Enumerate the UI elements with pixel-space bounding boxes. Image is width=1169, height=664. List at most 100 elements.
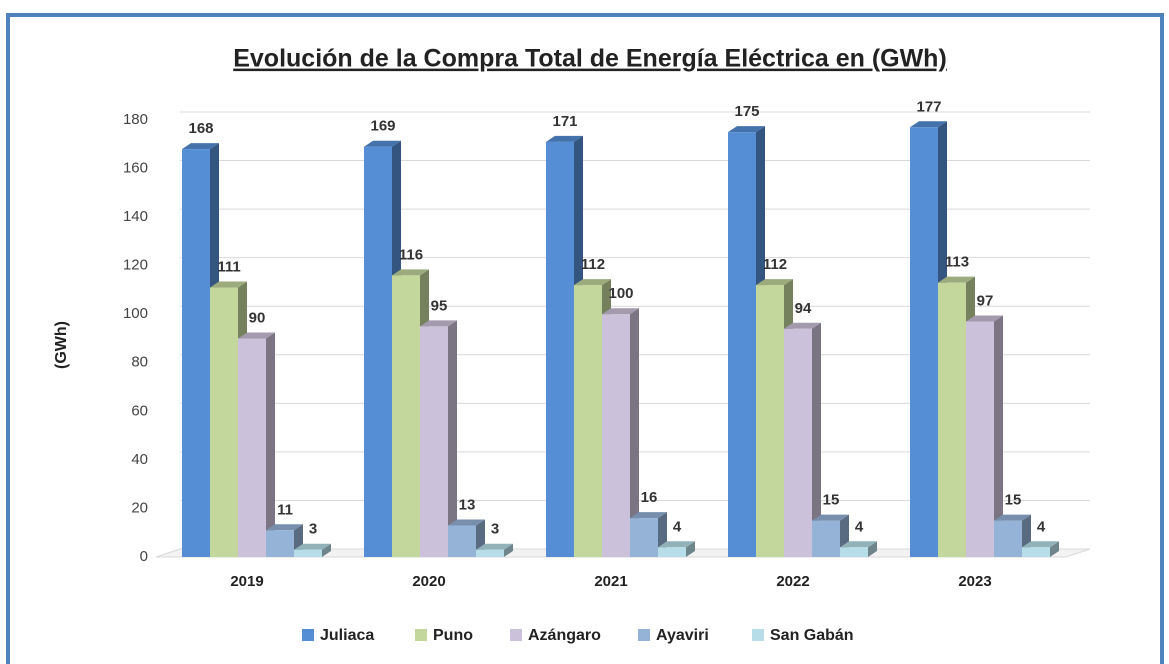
data-label: 97	[977, 292, 994, 309]
data-label: 90	[249, 309, 266, 326]
bar	[630, 518, 658, 557]
bar-top	[630, 512, 667, 519]
x-tick-label: 2019	[230, 573, 263, 590]
data-label: 94	[795, 300, 812, 317]
x-tick-label: 2020	[412, 573, 445, 590]
y-tick-label: 80	[131, 354, 148, 371]
data-label: 175	[734, 103, 759, 120]
bar-side	[448, 320, 457, 557]
bar	[294, 549, 322, 557]
bar	[238, 338, 266, 557]
data-label: 15	[1005, 492, 1022, 509]
data-label: 111	[217, 258, 240, 275]
legend-swatch	[415, 629, 427, 641]
bar	[420, 326, 448, 557]
bar-top	[420, 320, 457, 327]
bar-top	[210, 281, 247, 288]
bar-top	[392, 269, 429, 276]
bar	[966, 321, 994, 557]
x-tick-label: 2023	[958, 573, 991, 590]
data-label: 16	[641, 489, 658, 506]
bar	[546, 141, 574, 557]
bar-side	[630, 308, 639, 557]
legend-swatch	[510, 629, 522, 641]
data-label: 177	[916, 98, 941, 115]
bar	[658, 547, 686, 557]
data-label: 112	[581, 256, 605, 273]
legend-swatch	[302, 629, 314, 641]
y-tick-label: 140	[123, 208, 148, 225]
x-tick-label: 2021	[594, 573, 627, 590]
y-tick-label: 40	[131, 451, 148, 468]
bar-side	[812, 322, 821, 557]
bar-top	[294, 543, 331, 550]
y-tick-label: 100	[123, 305, 148, 322]
bar-top	[938, 276, 975, 283]
data-label: 171	[552, 113, 577, 130]
data-label: 112	[763, 256, 787, 273]
bar	[602, 314, 630, 557]
bar-top	[966, 315, 1003, 322]
data-label: 4	[1037, 518, 1046, 535]
legend-label: Azángaro	[528, 627, 601, 644]
bar-top	[784, 322, 821, 329]
bar	[364, 146, 392, 557]
data-label: 4	[855, 518, 864, 535]
bar	[840, 547, 868, 557]
y-tick-label: 20	[131, 499, 148, 516]
bar	[392, 275, 420, 557]
legend-label: San Gabán	[770, 627, 854, 644]
legend-label: Juliaca	[320, 627, 374, 644]
bar	[812, 520, 840, 557]
x-tick-label: 2022	[776, 573, 809, 590]
bar	[210, 287, 238, 557]
bar	[910, 127, 938, 558]
bar-top	[910, 121, 947, 128]
data-label: 116	[399, 246, 423, 263]
bar-side	[504, 543, 513, 557]
bar-top	[364, 140, 401, 147]
bar-top	[658, 541, 695, 548]
data-label: 15	[823, 492, 840, 509]
bar-top	[812, 514, 849, 521]
bar-top	[546, 135, 583, 142]
bar	[448, 525, 476, 557]
y-tick-label: 120	[123, 257, 148, 274]
bar-top	[994, 514, 1031, 521]
bar	[182, 149, 210, 557]
bar-side	[266, 332, 275, 557]
data-label: 113	[945, 254, 969, 271]
bar-top	[840, 541, 877, 548]
data-label: 13	[459, 496, 476, 513]
bar-top	[1022, 541, 1059, 548]
legend-swatch	[752, 629, 764, 641]
bar-top	[266, 524, 303, 531]
bar	[728, 132, 756, 557]
bar-side	[1050, 541, 1059, 557]
data-label: 3	[491, 521, 499, 538]
bar-top	[476, 543, 513, 550]
bar-top	[574, 279, 611, 286]
y-tick-label: 160	[123, 160, 148, 177]
bar-top	[602, 308, 639, 315]
y-axis-label: (GWh)	[53, 321, 70, 369]
bar-side	[322, 543, 331, 557]
legend-swatch	[638, 629, 650, 641]
bar	[756, 285, 784, 557]
bar-top	[448, 519, 485, 526]
bar	[784, 328, 812, 557]
data-label: 100	[608, 285, 633, 302]
bar-top	[238, 332, 275, 339]
bar	[574, 285, 602, 557]
bar-side	[686, 541, 695, 557]
data-label: 4	[673, 518, 682, 535]
y-tick-label: 180	[123, 111, 148, 128]
data-label: 3	[309, 521, 317, 538]
legend-label: Ayaviri	[656, 627, 709, 644]
y-tick-label: 60	[131, 402, 148, 419]
bar	[476, 549, 504, 557]
bar	[266, 530, 294, 557]
y-tick-label: 0	[140, 548, 148, 565]
bar	[1022, 547, 1050, 557]
